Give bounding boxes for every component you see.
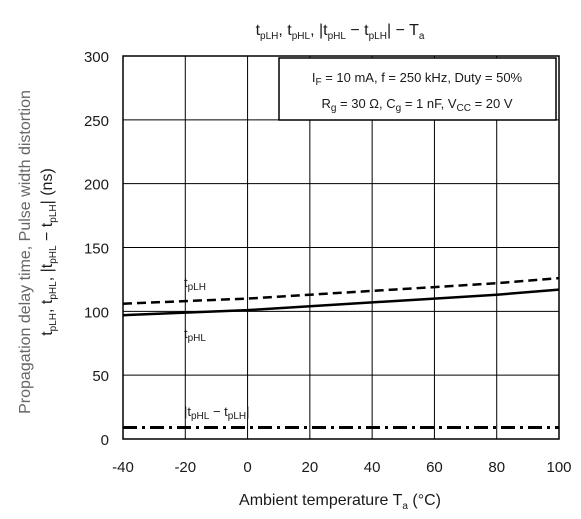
conditions-box: IF = 10 mA, f = 250 kHz, Duty = 50% Rg =… [278, 57, 557, 121]
y-axis-label-line2: tpLH, tpHL, |tpHL − tpLH| (ns) [39, 168, 59, 336]
y-tick-label: 150 [84, 241, 109, 258]
series-label-tphl: tpHL [184, 326, 206, 344]
y-tick-labels: 0 50 100 150 200 250 300 [84, 49, 109, 449]
x-tick-labels: -40 -20 0 20 40 60 80 100 [112, 459, 571, 476]
series-group [122, 276, 560, 429]
series-line-solid [122, 288, 560, 317]
series-line-dashed [122, 276, 560, 305]
x-tick-label: 20 [302, 459, 319, 476]
y-tick-label: 200 [84, 177, 109, 194]
x-tick-label: -20 [174, 459, 196, 476]
y-axis-label-line1: Propagation delay time, Pulse width dist… [17, 90, 34, 414]
y-tick-label: 100 [84, 304, 109, 321]
x-tick-label: 100 [546, 459, 571, 476]
y-tick-label: 250 [84, 113, 109, 130]
x-tick-label: 40 [364, 459, 381, 476]
x-tick-label: 60 [426, 459, 443, 476]
series-label-distortion: |tpHL − tpLH| [184, 404, 250, 422]
plot-frame [122, 55, 560, 440]
x-axis-label: Ambient temperature Ta (°C) [239, 492, 441, 512]
x-tick-label: 0 [243, 459, 251, 476]
x-tick-label: -40 [112, 459, 134, 476]
y-tick-label: 50 [92, 368, 109, 385]
chart-title: tpLH, tpHL, |tpHL − tpLH| − Ta [256, 22, 425, 42]
x-tick-label: 80 [488, 459, 505, 476]
y-tick-label: 300 [84, 49, 109, 66]
condition-line-1: IF = 10 mA, f = 250 kHz, Duty = 50% [312, 70, 523, 88]
y-tick-label: 0 [101, 432, 109, 449]
series-label-tplh: tpLH [184, 275, 206, 293]
